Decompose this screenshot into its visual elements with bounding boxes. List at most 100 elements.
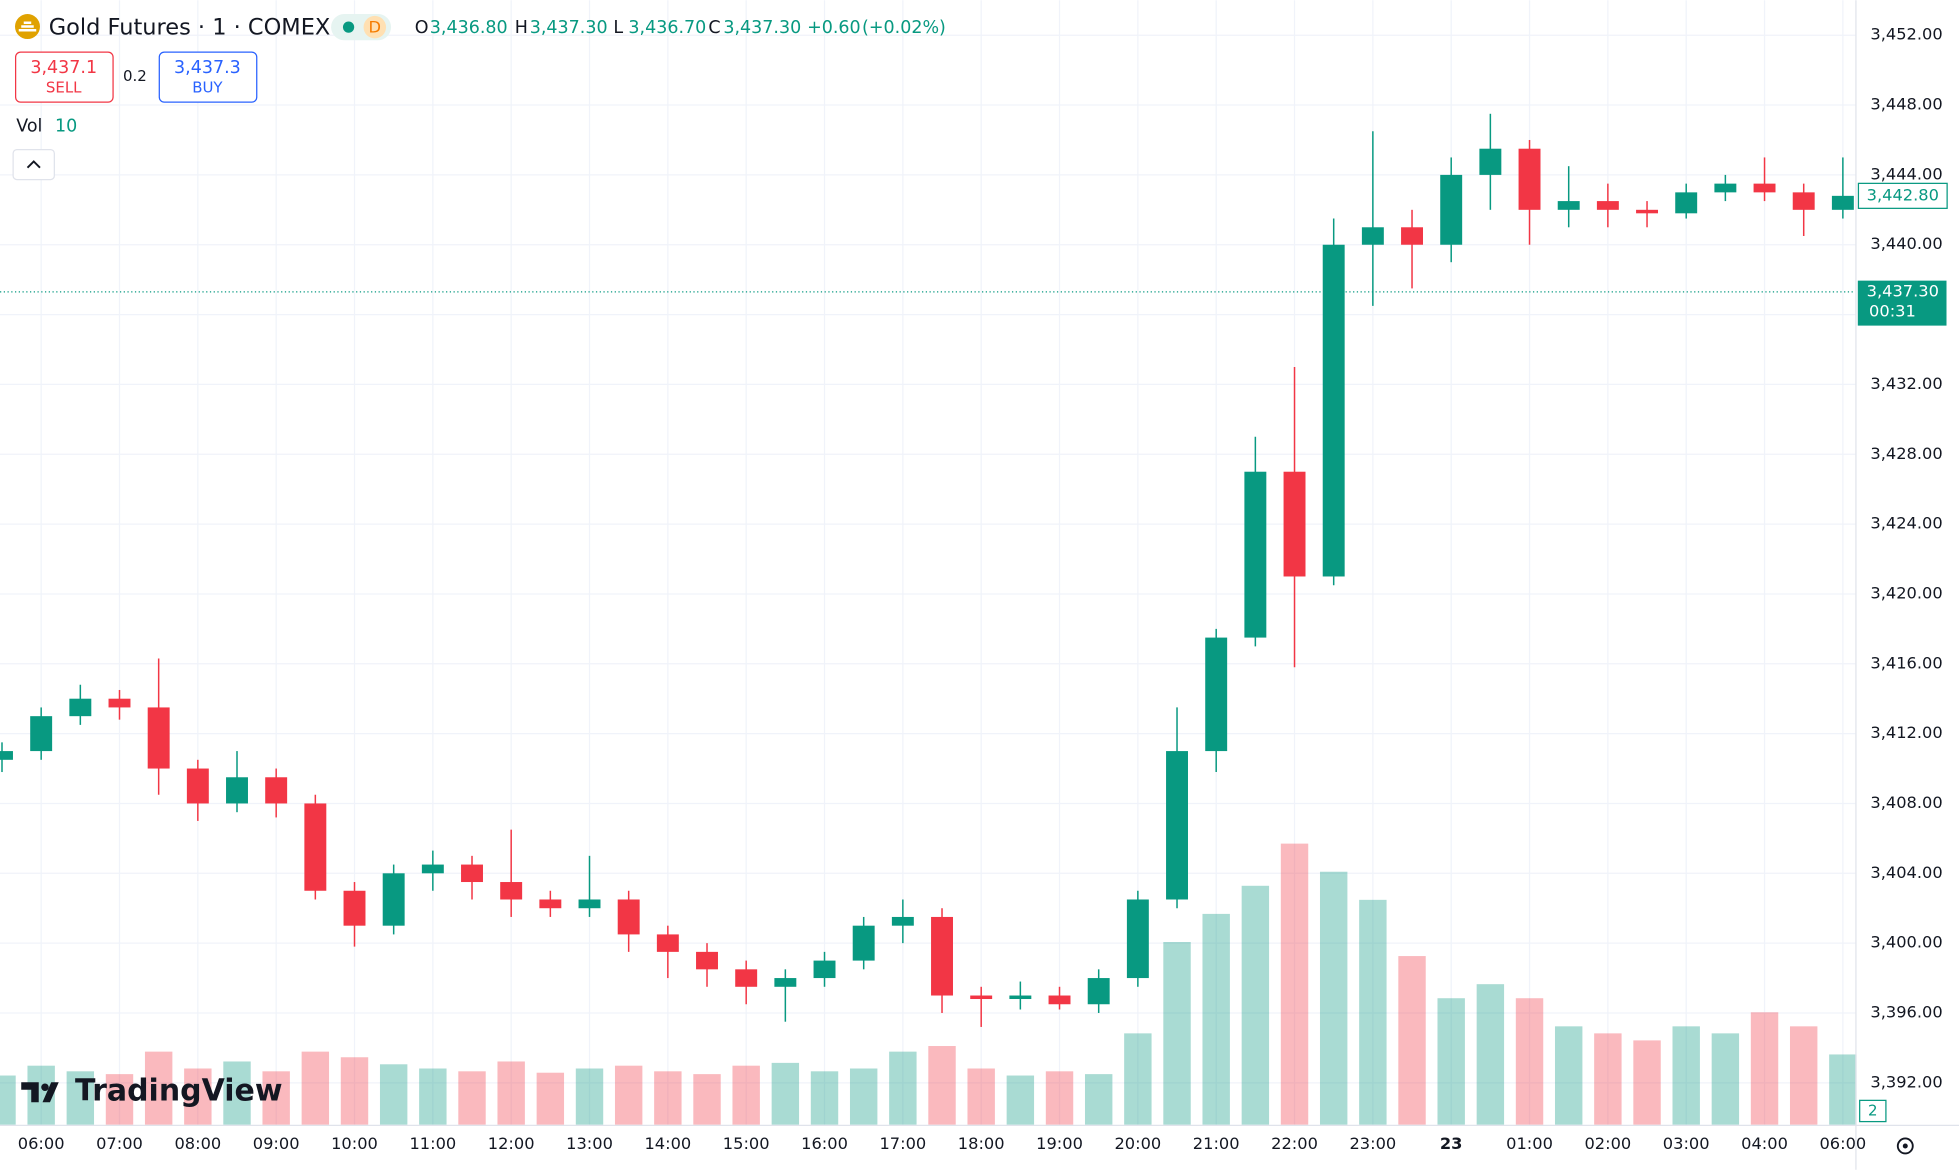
candle-body <box>500 882 523 900</box>
x-tick-label: 10:00 <box>331 1134 378 1153</box>
change-percent: (+0.02%) <box>862 18 946 38</box>
buy-label: BUY <box>192 78 223 96</box>
x-tick-label: 14:00 <box>644 1134 691 1153</box>
candle-body <box>617 899 640 935</box>
volume-bar <box>967 1068 995 1125</box>
volume-bar <box>1789 1026 1818 1125</box>
candle-body <box>774 978 797 987</box>
candle-body <box>0 751 13 760</box>
pane-badge-text: 2 <box>1868 1101 1878 1119</box>
volume-bar <box>419 1068 447 1125</box>
candle-body <box>1479 148 1502 175</box>
volume-bar <box>262 1071 290 1125</box>
ohlc-key: L <box>613 18 623 38</box>
y-tick-label: 3,432.00 <box>1870 374 1942 393</box>
x-tick-label: 17:00 <box>879 1134 926 1153</box>
candle-body <box>735 969 758 987</box>
candle-body <box>1205 637 1228 752</box>
volume-bar <box>0 1075 16 1125</box>
volume-legend: Vol <box>16 116 42 136</box>
y-tick-label: 3,440.00 <box>1870 234 1942 253</box>
last-price-box <box>1857 280 1947 326</box>
x-tick-label: 15:00 <box>723 1134 770 1153</box>
candle-body <box>421 864 444 874</box>
volume-bar <box>810 1071 839 1125</box>
volume-bar <box>1006 1075 1035 1125</box>
candle-body <box>970 995 993 1000</box>
y-tick-label: 3,424.00 <box>1870 514 1942 533</box>
symbol-title[interactable]: Gold Futures · 1 · COMEX <box>49 14 331 40</box>
candle-body <box>891 916 914 926</box>
candle-body <box>813 960 836 979</box>
buy-button[interactable] <box>158 51 258 103</box>
candle-body <box>304 803 327 891</box>
candle-body <box>1361 227 1384 245</box>
volume-bar <box>301 1051 330 1125</box>
volume-bar <box>1163 942 1191 1125</box>
volume-bar <box>1045 1071 1074 1125</box>
x-tick-label: 13:00 <box>566 1134 613 1153</box>
volume-bar <box>536 1072 565 1125</box>
candle-body <box>1166 751 1188 900</box>
x-tick-label: 21:00 <box>1193 1134 1240 1153</box>
y-tick-label: 3,404.00 <box>1870 863 1942 882</box>
collapse-button[interactable] <box>12 148 55 181</box>
volume-bar <box>184 1068 212 1125</box>
x-tick-label: 12:00 <box>488 1134 535 1153</box>
candle-body <box>1322 244 1345 577</box>
candle-body <box>343 890 366 926</box>
x-tick-label: 08:00 <box>174 1134 221 1153</box>
sell-price: 3,437.1 <box>30 58 97 78</box>
candle-body <box>1557 201 1580 210</box>
chevron-icon <box>26 160 41 169</box>
volume-bar <box>1594 1033 1622 1125</box>
candle-body <box>226 777 248 804</box>
x-tick-label: 09:00 <box>253 1134 300 1153</box>
candle-body <box>1675 192 1698 214</box>
candle-body <box>1401 227 1423 245</box>
candle-body <box>1831 195 1854 210</box>
volume-bar <box>928 1046 956 1125</box>
candles <box>0 113 1854 1027</box>
candle-body <box>1440 174 1463 245</box>
x-tick-label: 18:00 <box>958 1134 1005 1153</box>
y-tick-label: 3,396.00 <box>1870 1002 1942 1021</box>
volume-bar <box>1124 1033 1152 1125</box>
volume-bar <box>1437 998 1465 1125</box>
y-tick-label: 3,448.00 <box>1870 95 1942 114</box>
volume-bar <box>693 1074 721 1125</box>
x-tick-label: 11:00 <box>409 1134 456 1153</box>
volume-bar <box>1476 984 1505 1125</box>
ohlc-key: H <box>515 18 528 38</box>
volume-bar <box>1319 871 1348 1125</box>
candle-body <box>108 698 131 708</box>
candle-body <box>852 925 875 961</box>
volume-bar <box>1829 1054 1857 1125</box>
candle-body <box>69 698 92 717</box>
volume-bar <box>732 1065 760 1125</box>
volume-bar <box>105 1074 134 1125</box>
ohlc-key: C <box>708 18 720 38</box>
spread: 0.2 <box>123 67 147 85</box>
settings-icon[interactable] <box>1896 1137 1914 1155</box>
candle-body <box>1244 471 1267 638</box>
x-tick-label: 03:00 <box>1663 1134 1710 1153</box>
symbol-logo-bars <box>18 21 37 32</box>
grid <box>0 0 1856 1125</box>
volume-bar <box>340 1057 369 1125</box>
candle-body <box>461 864 483 883</box>
volume-bar <box>614 1065 643 1125</box>
volume-bar <box>1280 843 1309 1125</box>
y-tick-label: 3,412.00 <box>1870 723 1942 742</box>
candle-body <box>265 777 288 804</box>
ohlc-value: 3,436.70 <box>628 18 706 38</box>
sell-button[interactable] <box>14 51 114 103</box>
volume-bar <box>654 1071 682 1125</box>
y-tick-label: 3,452.00 <box>1870 25 1942 44</box>
volume-bar <box>1241 885 1270 1125</box>
volume-bar <box>889 1051 917 1125</box>
ohlc-header: O 3,436.80 H 3,437.30 L 3,436.70 C 3,437.30 <box>415 18 801 38</box>
pane-badge[interactable] <box>1859 1099 1887 1123</box>
price-marker-label: 3,442.80 <box>1867 185 1939 204</box>
